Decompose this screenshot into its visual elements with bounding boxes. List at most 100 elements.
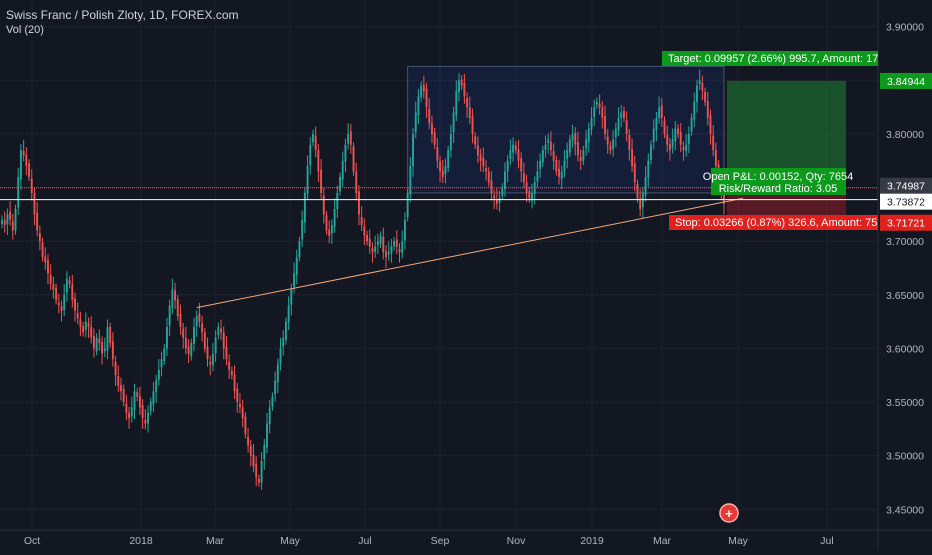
- candle-body: [468, 107, 471, 118]
- x-tick-label: 2018: [129, 535, 153, 547]
- candle-body: [19, 150, 22, 180]
- candle-body: [349, 131, 352, 145]
- x-tick-label: May: [728, 535, 749, 547]
- candle-body: [306, 166, 309, 194]
- candle-body: [98, 338, 101, 344]
- candle-body: [309, 144, 312, 166]
- entry-price-tag: 3.74987: [887, 181, 925, 193]
- candle-body: [563, 160, 566, 172]
- y-tick-label: 3.50000: [886, 451, 924, 463]
- candle-body: [398, 249, 401, 252]
- stop-label: Stop: 0.03266 (0.87%) 326.6, Amount: 75: [675, 217, 877, 229]
- candle-body: [28, 163, 30, 177]
- candle-body: [239, 403, 241, 408]
- candle-body: [274, 380, 277, 395]
- candle-body: [420, 85, 423, 98]
- candle-body: [466, 98, 469, 108]
- candle-body: [6, 214, 9, 225]
- candle-body: [276, 364, 279, 383]
- candle-body: [336, 192, 339, 210]
- candle-body: [179, 313, 182, 327]
- candle-body: [63, 294, 66, 311]
- candle-body: [609, 145, 612, 151]
- channel-rectangle: [407, 65, 725, 194]
- grid: [0, 0, 878, 530]
- candle-body: [357, 191, 360, 215]
- candle-body: [671, 139, 674, 148]
- candle-body: [504, 171, 506, 190]
- candle-body: [390, 246, 393, 254]
- candle-body: [379, 235, 382, 244]
- candle-body: [555, 159, 558, 172]
- candle-body: [655, 117, 658, 131]
- candle-body: [376, 241, 379, 245]
- candle-body: [460, 79, 463, 86]
- target-label: Target: 0.09957 (2.66%) 995.7, Amount: 1…: [668, 53, 878, 65]
- candle-body: [109, 326, 112, 344]
- y-tick-label: 3.55000: [886, 397, 924, 409]
- candle-body: [587, 128, 590, 142]
- candle-body: [712, 135, 715, 151]
- candle-body: [90, 326, 93, 338]
- candle-body: [9, 211, 12, 220]
- candle-body: [271, 396, 274, 407]
- candle-body: [652, 128, 655, 143]
- candle-body: [125, 403, 128, 413]
- candle-body: [60, 306, 63, 311]
- y-tick-label: 3.60000: [886, 343, 924, 355]
- candle-body: [333, 209, 336, 227]
- candle-body: [101, 342, 103, 354]
- candle-body: [103, 348, 106, 352]
- candle-body: [463, 83, 466, 97]
- current-price-tag-bg: [880, 193, 932, 210]
- candle-body: [168, 305, 171, 326]
- candle-body: [155, 380, 158, 393]
- candle-body: [36, 212, 39, 231]
- candle-body: [631, 149, 634, 167]
- candle-body: [330, 225, 333, 234]
- candle-body: [282, 337, 285, 347]
- candle-body: [549, 141, 552, 151]
- candle-body: [501, 187, 504, 196]
- candle-body: [514, 145, 517, 151]
- candle-body: [55, 287, 58, 301]
- candle-body: [409, 166, 412, 195]
- y-axis: 3.900003.850003.800003.750003.700003.650…: [877, 0, 932, 550]
- candle-body: [539, 160, 542, 169]
- candle-body: [290, 289, 293, 305]
- candle-body: [230, 370, 233, 376]
- candle-body: [382, 236, 385, 252]
- candle-body: [312, 133, 314, 143]
- candle-body: [147, 412, 149, 424]
- candle-body: [493, 195, 496, 199]
- candle-body: [449, 133, 452, 151]
- candle-body: [198, 313, 201, 322]
- candle-body: [106, 326, 109, 351]
- candle-body: [171, 289, 174, 309]
- candle-body: [95, 337, 98, 351]
- trendline: [196, 197, 744, 309]
- candle-body: [317, 150, 320, 172]
- candle-body: [698, 80, 701, 84]
- candle-body: [425, 88, 428, 108]
- candle-body: [236, 388, 239, 403]
- candle-body: [628, 134, 631, 151]
- candle-body: [452, 112, 455, 133]
- candle-body: [65, 278, 68, 293]
- candle-body: [387, 251, 390, 255]
- pnl-box: [711, 168, 846, 195]
- volume-indicator-label[interactable]: Vol (20): [6, 24, 44, 36]
- candle-body: [82, 326, 85, 333]
- candle-body: [41, 242, 44, 258]
- x-tick-label: Mar: [206, 535, 225, 547]
- candle-body: [176, 299, 179, 317]
- x-tick-label: 2019: [580, 535, 604, 547]
- stop-price-tag: 3.71721: [887, 218, 925, 230]
- candle-body: [301, 219, 304, 240]
- candle-body: [479, 154, 482, 161]
- candle-body: [328, 229, 331, 236]
- candle-body: [625, 120, 628, 134]
- candle-body: [52, 284, 55, 290]
